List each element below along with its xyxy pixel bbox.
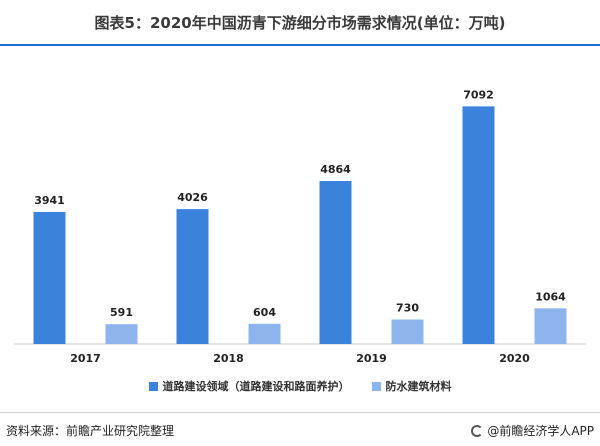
legend-item-series-2: 防水建筑材料	[371, 378, 452, 394]
data-label-series-1-2019: 4864	[320, 163, 351, 176]
source-note: 资料来源：前瞻产业研究院整理	[6, 424, 175, 438]
footer: 资料来源：前瞻产业研究院整理 @前瞻经济学人APP	[0, 412, 600, 446]
x-tick-label-2020: 2020	[499, 352, 530, 365]
bar-series-2-2017	[105, 324, 138, 344]
legend-label-series-1: 道路建设领域（道路建设和路面养护）	[162, 380, 350, 393]
data-label-series-1-2020: 7092	[463, 88, 494, 101]
data-label-series-1-2018: 4026	[177, 191, 208, 204]
brand-credit: @前瞻经济学人APP	[471, 422, 594, 439]
legend-item-series-1: 道路建设领域（道路建设和路面养护）	[148, 378, 350, 394]
brand-logo-icon	[471, 424, 484, 437]
data-label-series-1-2017: 3941	[34, 194, 65, 207]
title-divider	[0, 44, 600, 46]
bar-series-1-2020	[462, 106, 495, 344]
bar-series-1-2018	[176, 209, 209, 344]
bar-series-1-2017	[33, 211, 66, 344]
bar-series-2-2018	[248, 323, 281, 344]
legend-swatch-series-2	[371, 381, 381, 391]
data-label-series-2-2017: 591	[110, 306, 133, 319]
x-tick-label-2017: 2017	[70, 352, 101, 365]
data-label-series-2-2018: 604	[253, 306, 276, 319]
chart-title-text: 图表5：2020年中国沥青下游细分市场需求情况(单位：万吨)	[94, 13, 506, 32]
bar-series-2-2020	[534, 308, 567, 344]
bar-chart: 3941 591 2017 4026 604 2018 4864 730 2019 7092 106…	[14, 88, 586, 365]
chart-title: 图表5：2020年中国沥青下游细分市场需求情况(单位：万吨)	[0, 0, 600, 44]
bar-series-1-2019	[319, 181, 352, 344]
legend-swatch-series-1	[148, 381, 158, 391]
x-tick-label-2019: 2019	[356, 352, 387, 365]
x-tick-label-2018: 2018	[213, 352, 244, 365]
legend-label-series-2: 防水建筑材料	[385, 380, 452, 393]
bar-series-2-2019	[391, 319, 424, 344]
data-label-series-2-2020: 1064	[535, 290, 566, 303]
chart-legend: 道路建设领域（道路建设和路面养护） 防水建筑材料	[0, 378, 600, 394]
data-label-series-2-2019: 730	[396, 302, 419, 315]
brand-credit-text: @前瞻经济学人APP	[487, 424, 594, 438]
